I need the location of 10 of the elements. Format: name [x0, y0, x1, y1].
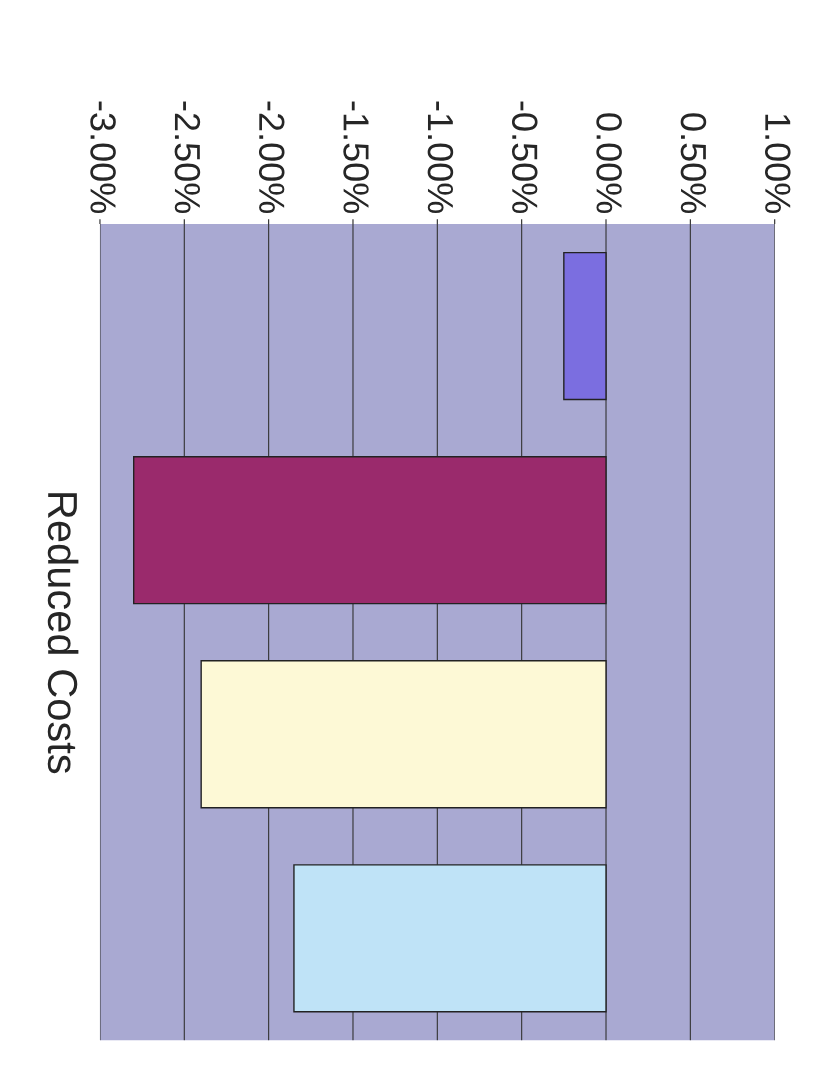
x-tick-label: -1.50%	[343, 101, 369, 214]
x-tick-label: -2.50%	[174, 101, 201, 214]
x-tick-label: 0.00%	[596, 113, 622, 214]
x-tick-label: 0.50%	[680, 113, 707, 214]
x-tick-label: -2.00%	[258, 101, 285, 214]
y-axis-title: Reduced Costs	[47, 493, 79, 774]
x-tick-label: 1.00%	[765, 114, 791, 214]
x-tick-label: -3.00%	[90, 101, 116, 214]
x-tick-label: -1.00%	[427, 101, 454, 214]
x-tick-label: -0.50%	[511, 101, 538, 214]
